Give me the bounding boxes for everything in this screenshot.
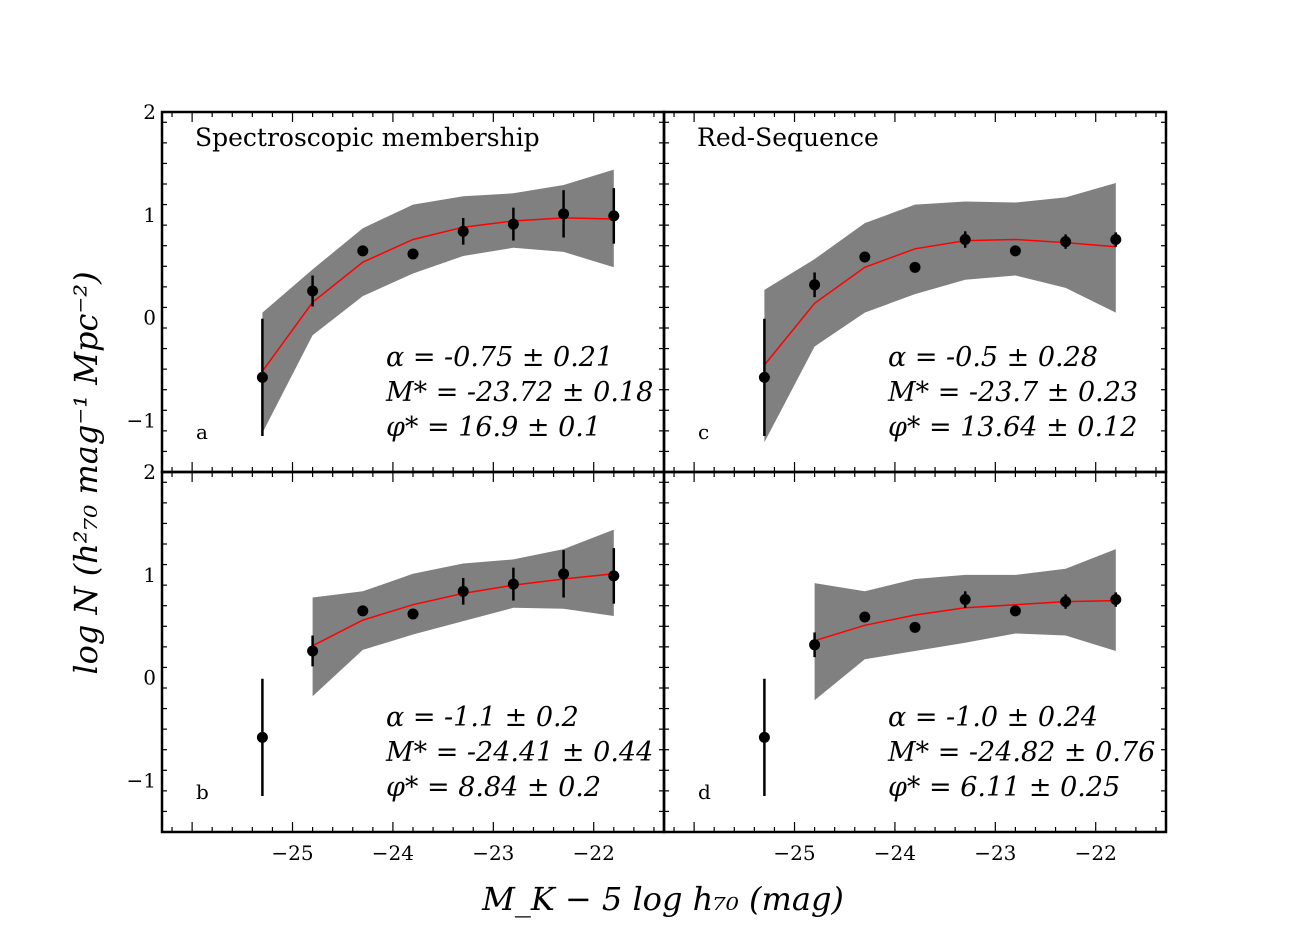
y-tick-label: 2 bbox=[143, 100, 156, 124]
y-axis-label: log N (h²₇₀ mag⁻¹ Mpc⁻²) bbox=[67, 271, 105, 674]
panel-d: −25 −24 −23 −22 d α = -1.0 ± 0.24 M* = -24.82 … bbox=[662, 470, 1168, 865]
data-point bbox=[859, 251, 871, 263]
confidence-band bbox=[312, 529, 614, 697]
panel-b: −1 0 1 2 −25 −24 −23 −22 b α = -1.1 ± 0.2 M* = -24… bbox=[127, 460, 666, 865]
data-point bbox=[959, 594, 971, 606]
panels: −1 0 1 2 Spectroscopic membership a α = -0.75 … bbox=[127, 100, 1168, 865]
panel-letter: c bbox=[698, 420, 709, 444]
fit-parameter: α = -1.1 ± 0.2 bbox=[386, 702, 579, 733]
data-point bbox=[959, 234, 971, 246]
confidence-band bbox=[764, 183, 1116, 443]
panel-title: Spectroscopic membership bbox=[195, 123, 540, 152]
panel-c: Red-Sequence c α = -0.5 ± 0.28 M* = -23.7 ±… bbox=[662, 110, 1168, 474]
fit-parameter: M* = -24.41 ± 0.44 bbox=[385, 737, 653, 768]
data-point bbox=[1060, 236, 1072, 248]
x-tick-label: −24 bbox=[874, 841, 916, 865]
fit-parameter: M* = -24.82 ± 0.76 bbox=[887, 737, 1155, 768]
data-point bbox=[407, 608, 419, 620]
x-tick-label: −22 bbox=[1075, 841, 1117, 865]
plot-area bbox=[758, 549, 1122, 796]
data-point bbox=[909, 261, 921, 273]
fit-parameter: α = -0.5 ± 0.28 bbox=[888, 342, 1098, 373]
data-point bbox=[457, 225, 469, 237]
fit-parameter: φ* = 8.84 ± 0.2 bbox=[386, 772, 601, 803]
data-point bbox=[909, 621, 921, 633]
fit-parameter: φ* = 6.11 ± 0.25 bbox=[888, 772, 1120, 803]
data-point bbox=[1009, 245, 1021, 257]
y-tick-label: 1 bbox=[143, 563, 156, 587]
panel-letter: a bbox=[196, 420, 208, 444]
fit-parameter: φ* = 16.9 ± 0.1 bbox=[386, 412, 601, 443]
panel-title: Red-Sequence bbox=[697, 123, 879, 152]
data-point bbox=[307, 645, 319, 657]
fit-parameter: M* = -23.7 ± 0.23 bbox=[887, 377, 1138, 408]
data-point bbox=[859, 611, 871, 623]
fit-parameter: φ* = 13.64 ± 0.12 bbox=[888, 412, 1137, 443]
y-tick-label: 0 bbox=[143, 306, 156, 330]
x-tick-label: −23 bbox=[472, 841, 514, 865]
x-tick-label: −25 bbox=[773, 841, 815, 865]
data-point bbox=[1060, 596, 1072, 608]
x-tick-label: −22 bbox=[573, 841, 615, 865]
fit-line bbox=[763, 238, 1116, 366]
x-tick-label: −24 bbox=[372, 841, 414, 865]
data-point bbox=[256, 731, 268, 743]
confidence-band bbox=[814, 549, 1116, 701]
data-point bbox=[809, 279, 821, 291]
y-tick-label: 0 bbox=[143, 666, 156, 690]
data-point bbox=[507, 218, 519, 230]
fit-parameter: α = -0.75 ± 0.21 bbox=[386, 342, 613, 373]
data-point bbox=[307, 285, 319, 297]
panel-frame bbox=[662, 470, 1168, 834]
data-point bbox=[758, 371, 770, 383]
y-tick-label: 1 bbox=[143, 203, 156, 227]
data-point bbox=[1110, 594, 1122, 606]
y-tick-label: 2 bbox=[143, 460, 156, 484]
data-point bbox=[809, 639, 821, 651]
fit-parameter: α = -1.0 ± 0.24 bbox=[888, 702, 1098, 733]
confidence-band bbox=[262, 169, 614, 433]
x-axis-label: M_K − 5 log h₇₀ (mag) bbox=[481, 880, 844, 918]
panel-letter: d bbox=[698, 780, 711, 804]
plot-area bbox=[256, 169, 620, 436]
data-point bbox=[256, 371, 268, 383]
y-tick-label: −1 bbox=[127, 769, 156, 793]
x-tick-label: −25 bbox=[271, 841, 313, 865]
fit-parameter: M* = -23.72 ± 0.18 bbox=[385, 377, 653, 408]
data-point bbox=[457, 585, 469, 597]
data-point bbox=[507, 578, 519, 590]
data-point bbox=[357, 245, 369, 257]
data-point bbox=[558, 568, 570, 580]
data-point bbox=[608, 210, 620, 222]
y-tick-label: −1 bbox=[127, 409, 156, 433]
fit-line bbox=[261, 217, 614, 372]
data-point bbox=[357, 605, 369, 617]
plot-area bbox=[256, 529, 620, 796]
data-point bbox=[608, 570, 620, 582]
data-point bbox=[558, 208, 570, 220]
panel-a: −1 0 1 2 Spectroscopic membership a α = -0.75 … bbox=[127, 100, 666, 474]
data-point bbox=[407, 248, 419, 260]
plot-area bbox=[758, 183, 1122, 443]
data-point bbox=[1009, 605, 1021, 617]
x-tick-label: −23 bbox=[974, 841, 1016, 865]
data-point bbox=[1110, 234, 1122, 246]
data-point bbox=[758, 731, 770, 743]
panel-letter: b bbox=[196, 780, 209, 804]
